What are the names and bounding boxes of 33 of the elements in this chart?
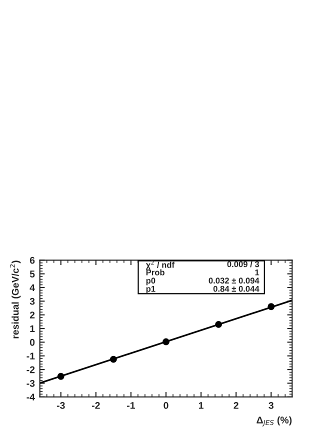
x-tick-label: -3 [56,402,65,409]
y-tick-label: 5 [30,270,35,278]
point [57,372,64,380]
y-tick-label: -4 [26,394,35,400]
x-tick-label: 1 [198,402,204,409]
annotation: p0 [146,278,156,286]
y-tick-label: 0 [30,338,35,346]
x-tick-label: 0 [164,402,168,409]
x-tick-label: -2 [92,402,100,409]
y-tick-label: -3 [26,380,35,387]
x-tick-label: 2 [234,402,238,409]
annotation: 0.84 ± 0.044 [213,286,260,292]
y-tick-label: -1 [26,352,35,360]
point [268,303,275,310]
annotation: p1 [146,286,156,294]
annotation: 0.032 ± 0.094 [208,278,260,284]
x-axis-title: Δ$_{JES}$ (%) [256,416,292,426]
y-tick-label: -2 [26,366,35,374]
y-tick-label: 6 [30,256,35,264]
y-tick-label: 1 [30,325,35,332]
annotation: 1 [255,270,260,276]
x-tick-label: -1 [127,402,136,409]
point [110,356,117,363]
y-tick-label: 2 [30,312,35,318]
point [215,320,222,328]
y-axis-title: residual (GeV/c$^{2}$) [10,260,21,338]
y-tick-label: 3 [30,298,35,305]
annotation: Prob [146,269,164,276]
y-tick-label: 4 [30,284,35,292]
point [162,338,170,346]
annotation: χ$^{2}$ / ndf [146,260,175,270]
x-tick-label: 3 [268,402,274,409]
annotation: 0.009 / 3 [227,261,260,268]
